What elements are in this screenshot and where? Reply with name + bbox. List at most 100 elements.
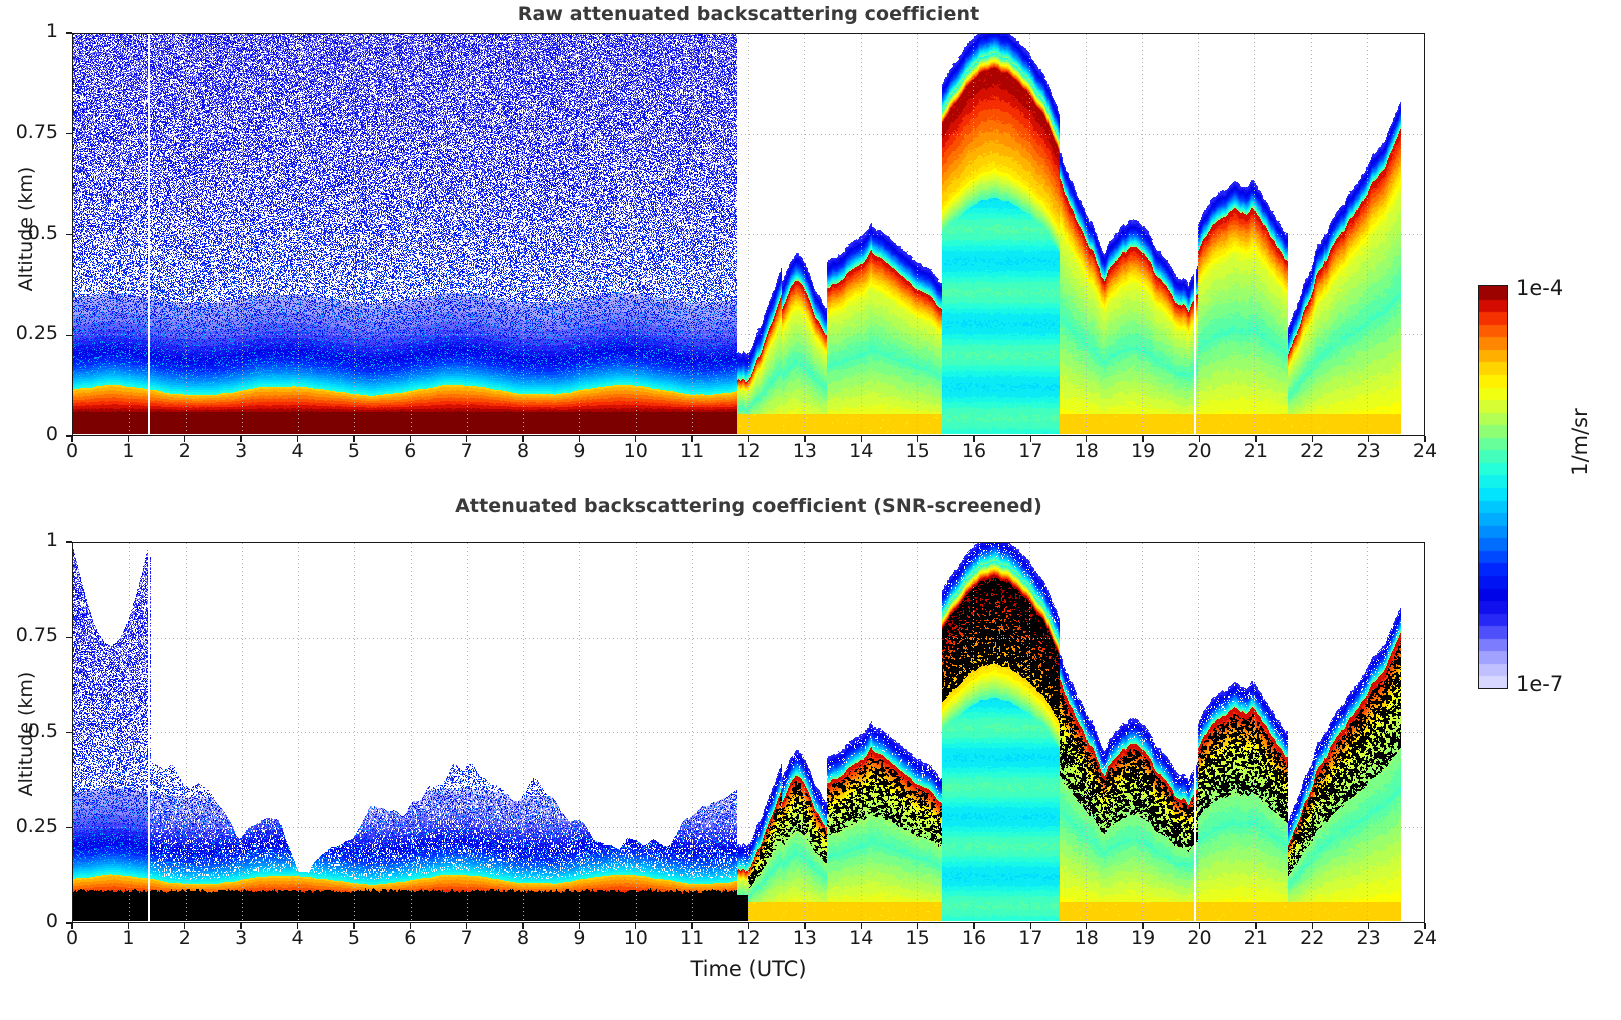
y-tick-mark	[66, 435, 72, 437]
x-tick-mark	[578, 436, 581, 442]
x-tick-label: 24	[1412, 927, 1438, 949]
x-tick-label: 23	[1356, 440, 1381, 462]
x-tick-mark	[1198, 436, 1201, 442]
x-tick-label: 17	[1018, 927, 1043, 949]
x-tick-mark	[1142, 436, 1144, 442]
y-tick-mark	[66, 922, 72, 924]
x-tick-mark	[522, 923, 524, 929]
x-tick-mark	[747, 436, 750, 442]
x-tick-mark	[353, 436, 355, 442]
x-tick-label: 22	[1300, 927, 1325, 949]
x-tick-mark	[691, 923, 693, 929]
colorbar-unit-label: 1/m/sr	[1568, 408, 1592, 476]
x-tick-label: 11	[680, 927, 705, 949]
x-tick-label: 15	[905, 927, 930, 949]
x-tick-mark	[1255, 923, 1257, 929]
x-tick-mark	[804, 923, 806, 929]
x-tick-mark	[71, 436, 73, 442]
colorbar-min-label: 1e-7	[1516, 672, 1564, 696]
x-tick-label: 12	[736, 927, 761, 949]
x-tick-mark	[184, 923, 186, 929]
x-tick-label: 15	[905, 440, 930, 462]
y-tick-mark	[66, 32, 72, 34]
x-tick-mark	[296, 923, 299, 929]
x-tick-mark	[409, 436, 411, 442]
x-tick-mark	[71, 923, 73, 929]
x-tick-label: 20	[1187, 440, 1212, 462]
x-tick-label: 0	[65, 440, 79, 462]
y-tick-mark	[66, 731, 72, 734]
x-tick-label: 7	[460, 440, 473, 462]
x-tick-label: 21	[1243, 927, 1268, 949]
x-tick-mark	[691, 436, 693, 442]
y-tick-label: 0.25	[15, 322, 58, 345]
y-tick-label: 0.5	[27, 221, 58, 244]
y-tick-mark	[66, 133, 72, 135]
x-tick-label: 13	[792, 440, 817, 462]
x-tick-mark	[1029, 923, 1032, 929]
x-tick-label: 1	[122, 927, 135, 949]
x-tick-mark	[916, 923, 919, 929]
x-tick-label: 5	[347, 440, 360, 462]
x-tick-mark	[127, 436, 130, 442]
x-tick-mark	[635, 436, 637, 442]
x-tick-label: 4	[291, 927, 304, 949]
x-tick-mark	[353, 923, 355, 929]
x-tick-label: 21	[1243, 440, 1268, 462]
x-tick-mark	[240, 923, 242, 929]
x-tick-label: 22	[1300, 440, 1325, 462]
x-tick-mark	[1086, 436, 1088, 442]
x-tick-label: 16	[961, 440, 987, 462]
heatmap-panel-raw[interactable]	[72, 33, 1425, 436]
x-tick-mark	[184, 436, 186, 442]
y-tick-mark	[66, 541, 72, 543]
x-tick-mark	[973, 923, 975, 929]
y-tick-mark	[66, 636, 72, 638]
x-tick-label: 16	[961, 927, 987, 949]
x-tick-label: 9	[573, 440, 586, 462]
heatmap-panel-screened[interactable]	[72, 542, 1425, 923]
x-tick-mark	[1142, 923, 1144, 929]
x-tick-mark	[240, 436, 242, 442]
x-tick-label: 6	[404, 927, 417, 949]
x-tick-label: 3	[235, 927, 248, 949]
x-tick-label: 12	[736, 440, 761, 462]
colorbar-max-label: 1e-4	[1516, 276, 1564, 300]
x-tick-label: 3	[235, 440, 248, 462]
x-axis-label: Time (UTC)	[690, 957, 807, 981]
x-tick-label: 17	[1018, 440, 1043, 462]
x-tick-mark	[747, 923, 750, 929]
x-tick-mark	[635, 923, 637, 929]
y-tick-label: 1	[45, 20, 58, 42]
x-tick-mark	[409, 923, 411, 929]
x-tick-mark	[127, 923, 130, 929]
x-tick-label: 2	[178, 927, 191, 949]
x-tick-mark	[804, 436, 806, 442]
x-tick-mark	[1424, 436, 1426, 442]
y-tick-label: 0	[45, 910, 58, 932]
x-tick-label: 6	[404, 440, 417, 462]
x-tick-label: 7	[460, 927, 473, 949]
x-tick-label: 14	[849, 927, 874, 949]
x-tick-label: 18	[1074, 927, 1099, 949]
y-tick-label: 0	[45, 423, 58, 445]
x-tick-label: 13	[792, 927, 817, 949]
x-tick-mark	[973, 436, 975, 442]
x-tick-label: 8	[516, 440, 530, 462]
y-tick-label: 0.25	[15, 814, 58, 837]
x-tick-mark	[1255, 436, 1257, 442]
x-tick-mark	[465, 436, 468, 442]
panel-title-raw: Raw attenuated backscattering coefficien…	[517, 3, 980, 25]
x-tick-label: 2	[178, 440, 191, 462]
panel-title-screened: Attenuated backscattering coefficient (S…	[455, 495, 1042, 517]
x-tick-label: 0	[65, 927, 79, 949]
x-tick-mark	[860, 436, 862, 442]
y-tick-mark	[66, 827, 72, 829]
y-tick-label: 1	[45, 529, 58, 551]
x-tick-label: 19	[1131, 927, 1156, 949]
x-tick-label: 5	[347, 927, 360, 949]
x-tick-label: 9	[573, 927, 586, 949]
x-tick-label: 10	[623, 927, 648, 949]
y-tick-mark	[66, 334, 72, 336]
x-tick-mark	[1367, 436, 1370, 442]
